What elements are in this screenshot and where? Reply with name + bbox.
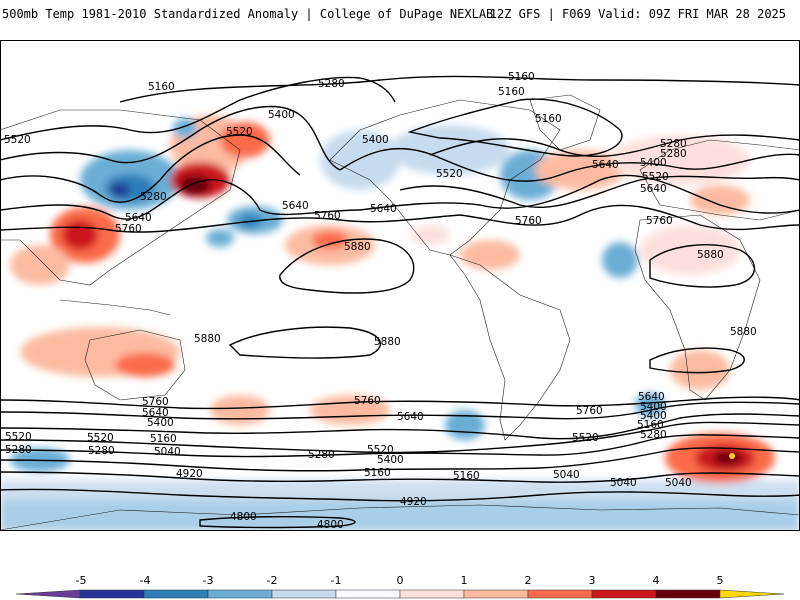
contour-label: 5280 — [5, 444, 32, 456]
contour-label: 5640 — [125, 212, 152, 224]
colorbar-tick-label: 5 — [717, 574, 724, 587]
coastlines — [0, 94, 800, 531]
contour-label: 5640 — [142, 407, 169, 419]
contour-label: 5280 — [88, 445, 115, 457]
max-anomaly-marker — [729, 453, 735, 459]
contour-label: 5040 — [610, 477, 637, 489]
contour-label: 5280 — [660, 148, 687, 160]
contour-label: 5400 — [640, 401, 667, 413]
colorbar-swatches — [15, 589, 785, 599]
contour-label: 5160 — [148, 81, 175, 93]
contour-label: 5760 — [515, 215, 542, 227]
contour-label: 5640 — [638, 391, 665, 403]
contour-label: 5040 — [154, 446, 181, 458]
colorbar-swatch — [335, 589, 401, 599]
contour-label: 5760 — [354, 395, 381, 407]
contour-label: 5880 — [730, 326, 757, 338]
contour-label: 4920 — [176, 468, 203, 480]
contour-label: 5760 — [314, 210, 341, 222]
colorbar-tick-label: -1 — [331, 574, 342, 587]
colorbar-swatch — [527, 589, 593, 599]
contour-label: 5400 — [640, 157, 667, 169]
colorbar-swatch — [719, 589, 785, 599]
contour-label: 5160 — [453, 470, 480, 482]
contour-label: 5880 — [344, 241, 371, 253]
colorbar-tick-label: -3 — [203, 574, 214, 587]
contour-label: 5400 — [362, 134, 389, 146]
contour-label: 5280 — [318, 78, 345, 90]
contour-label: 5160 — [150, 433, 177, 445]
contour-label: 5520 — [436, 168, 463, 180]
contour-label: 5760 — [142, 396, 169, 408]
header: 500mb Temp 1981-2010 Standardized Anomal… — [0, 0, 800, 40]
contour-label: 5520 — [572, 432, 599, 444]
colorbar-tick-label: 2 — [525, 574, 532, 587]
map-title: 500mb Temp 1981-2010 Standardized Anomal… — [2, 7, 494, 21]
contour-labels: 5160 5280 5160 5160 5160 5520 5400 5520 … — [4, 71, 757, 531]
contour-label: 5160 — [498, 86, 525, 98]
contour-label: 5640 — [370, 203, 397, 215]
contour-label: 5760 — [576, 405, 603, 417]
colorbar-tick-label: 4 — [653, 574, 660, 587]
colorbar-swatch — [655, 589, 721, 599]
contour-label: 5520 — [367, 444, 394, 456]
anomaly-shading — [0, 115, 800, 531]
contour-label: 5400 — [147, 417, 174, 429]
model-run-info: 12Z GFS | F069 Valid: 09Z FRI MAR 28 202… — [489, 7, 786, 21]
contour-label: 5400 — [640, 410, 667, 422]
colorbar-swatch — [271, 589, 337, 599]
contour-label: 5520 — [642, 171, 669, 183]
contour-label: 5520 — [4, 134, 31, 146]
contour-label: 5640 — [640, 183, 667, 195]
colorbar-tick-label: 3 — [589, 574, 596, 587]
colorbar-tick-labels: -5 -4 -3 -2 -1 0 1 2 3 4 5 — [76, 574, 724, 587]
colorbar-swatch — [79, 589, 145, 599]
contour-label: 5880 — [194, 333, 221, 345]
contour-label: 4800 — [230, 511, 257, 523]
contour-label: 4800 — [317, 519, 344, 531]
contour-label: 5160 — [364, 467, 391, 479]
height-contours — [0, 75, 800, 529]
colorbar-swatch — [207, 589, 273, 599]
contour-label: 5880 — [374, 336, 401, 348]
contour-label: 5400 — [377, 454, 404, 466]
contour-label: 5280 — [140, 191, 167, 203]
colorbar-tick-label: -4 — [140, 574, 151, 587]
contour-label: 5760 — [115, 223, 142, 235]
map-canvas[interactable]: 5160 5280 5160 5160 5160 5520 5400 5520 … — [0, 40, 800, 531]
contour-label: 5160 — [508, 71, 535, 83]
contour-label: 5280 — [660, 138, 687, 150]
contour-label: 5520 — [226, 126, 253, 138]
colorbar-swatch — [15, 589, 81, 599]
colorbar-swatch — [143, 589, 209, 599]
contour-label: 5880 — [697, 249, 724, 261]
contour-label: 5160 — [637, 419, 664, 431]
colorbar-tick-label: 0 — [397, 574, 404, 587]
contour-label: 5640 — [282, 200, 309, 212]
contour-label: 5640 — [592, 159, 619, 171]
colorbar-tick-label: -5 — [76, 574, 87, 587]
contour-label: 4920 — [400, 496, 427, 508]
contour-label: 5040 — [553, 469, 580, 481]
map-panel[interactable]: 5160 5280 5160 5160 5160 5520 5400 5520 … — [0, 40, 800, 531]
colorbar: -5 -4 -3 -2 -1 0 1 2 3 4 5 — [0, 572, 800, 600]
contour-label: 5040 — [665, 477, 692, 489]
colorbar-swatch — [399, 589, 465, 599]
contour-label: 5760 — [646, 215, 673, 227]
contour-label: 5160 — [535, 113, 562, 125]
colorbar-tick-label: -2 — [267, 574, 278, 587]
contour-label: 5400 — [268, 109, 295, 121]
contour-label: 5640 — [397, 411, 424, 423]
colorbar-tick-label: 1 — [461, 574, 468, 587]
contour-label: 5520 — [5, 431, 32, 443]
contour-label: 5280 — [640, 429, 667, 441]
contour-label: 5280 — [308, 449, 335, 461]
colorbar-swatch — [591, 589, 657, 599]
contour-label: 5520 — [87, 432, 114, 444]
colorbar-swatch — [463, 589, 529, 599]
